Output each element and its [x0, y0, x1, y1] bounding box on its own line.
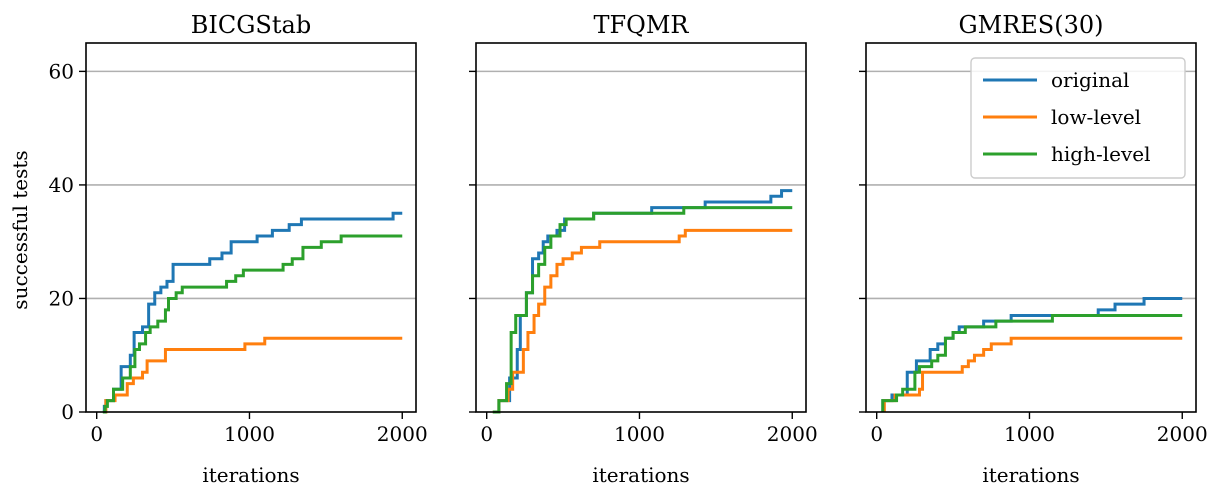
x-tick-label: 0 — [870, 422, 883, 446]
series-line-high-level — [881, 313, 1183, 412]
x-tick-label: 1000 — [224, 422, 275, 446]
x-tick-label: 2000 — [767, 422, 818, 446]
series-line-original — [494, 189, 793, 414]
axes-frame — [475, 42, 807, 413]
x-tick-label: 1000 — [614, 422, 665, 446]
series-group — [102, 211, 403, 414]
legend-box — [970, 57, 1186, 179]
series-line-high-level — [492, 206, 793, 414]
legend: original low-level high-level — [970, 57, 1186, 179]
panel-gmres: GMRES(30) iterations 0 1000 2000 original lo… — [859, 11, 1207, 487]
panel-title: GMRES(30) — [958, 11, 1103, 39]
x-axis-label: iterations — [592, 463, 689, 487]
y-tick-label: 0 — [61, 400, 74, 424]
y-tick-label: 60 — [49, 59, 74, 83]
y-tick-label: 40 — [49, 173, 74, 197]
x-tick-label: 2000 — [377, 422, 428, 446]
x-axis-label: iterations — [982, 463, 1079, 487]
panel-tfqmr: TFQMR iterations 0 1000 2000 — [469, 11, 818, 487]
x-tick-label: 0 — [480, 422, 493, 446]
series-group — [881, 296, 1183, 412]
x-tick-label: 0 — [90, 422, 103, 446]
axes-frame — [865, 42, 1197, 413]
series-line-original — [102, 211, 403, 412]
x-axis-label: iterations — [202, 463, 299, 487]
panel-title: BICGStab — [191, 11, 311, 39]
x-tick-label: 2000 — [1157, 422, 1207, 446]
series-line-low-level — [104, 336, 403, 414]
series-line-low-level — [492, 228, 793, 414]
panel-title: TFQMR — [594, 11, 690, 39]
axes-frame — [85, 42, 417, 413]
legend-label: high-level — [1051, 142, 1150, 166]
y-axis-label: successful tests — [8, 150, 32, 309]
x-tick-label: 1000 — [1004, 422, 1055, 446]
panel-bicgstab: BICGStab iterations successful tests 0 10… — [8, 11, 428, 487]
series-line-high-level — [102, 234, 403, 414]
legend-label: original — [1051, 68, 1129, 92]
y-tick-label: 20 — [49, 286, 74, 310]
series-group — [492, 189, 793, 414]
legend-label: low-level — [1051, 105, 1141, 129]
